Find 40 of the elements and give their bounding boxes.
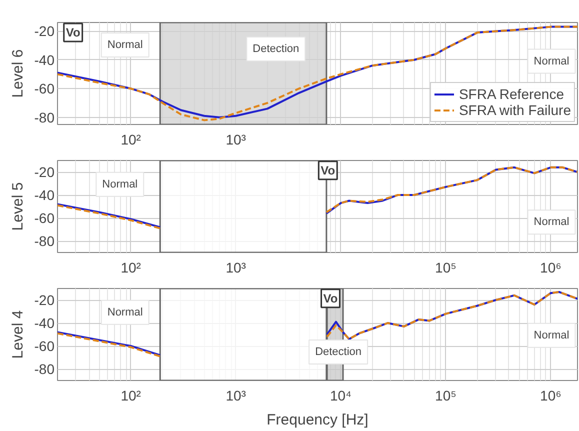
annotation: Normal xyxy=(534,329,570,342)
y-tick-label: -20 xyxy=(34,164,55,180)
x-tick-label: 10² xyxy=(120,260,142,276)
x-tick-label: 10⁴ xyxy=(330,388,352,404)
y-tick-label: -60 xyxy=(34,338,55,354)
x-axis-title: Frequency [Hz] xyxy=(266,412,368,428)
y-tick-label: -20 xyxy=(34,292,55,308)
annotation: Normal xyxy=(534,55,570,68)
x-tick-label: 10⁶ xyxy=(540,388,562,404)
y-tick-label: -80 xyxy=(34,361,55,377)
y-tick-label: -80 xyxy=(34,233,55,249)
x-tick-label: 10⁵ xyxy=(435,388,456,404)
y-tick-label: -80 xyxy=(34,109,55,126)
y-tick-label: -60 xyxy=(34,80,55,97)
y-axis-title: Level 5 xyxy=(9,182,26,231)
y-axis-title: Level 4 xyxy=(9,310,26,359)
y-tick-label: -60 xyxy=(34,210,55,226)
y-tick-label: -40 xyxy=(34,187,55,203)
x-tick-label: 10³ xyxy=(226,132,246,148)
annotation: Normal xyxy=(102,178,138,190)
y-tick-label: -40 xyxy=(34,52,55,68)
annotation: Normal xyxy=(107,38,143,51)
annotation: Detection xyxy=(252,43,300,56)
x-tick-label: 10³ xyxy=(226,388,246,404)
legend-label: SFRA Reference xyxy=(458,86,564,102)
y-tick-label: -40 xyxy=(34,315,55,331)
y-tick-label: -20 xyxy=(34,23,55,40)
annotation: Normal xyxy=(534,216,570,228)
annotation: Detection xyxy=(315,346,362,358)
x-tick-label: 10² xyxy=(120,132,142,148)
x-tick-label: 10⁶ xyxy=(540,260,562,276)
annotation: Vo xyxy=(323,291,338,306)
y-axis-title: Level 6 xyxy=(9,49,26,98)
legend-label: SFRA with Failure xyxy=(458,102,571,118)
annotation: Normal xyxy=(107,306,143,318)
x-tick-label: 10⁵ xyxy=(435,260,456,276)
x-tick-label: 10² xyxy=(120,388,142,404)
annotation: Vo xyxy=(320,163,336,178)
annotation: Vo xyxy=(66,26,80,40)
x-tick-label: 10³ xyxy=(226,260,246,276)
